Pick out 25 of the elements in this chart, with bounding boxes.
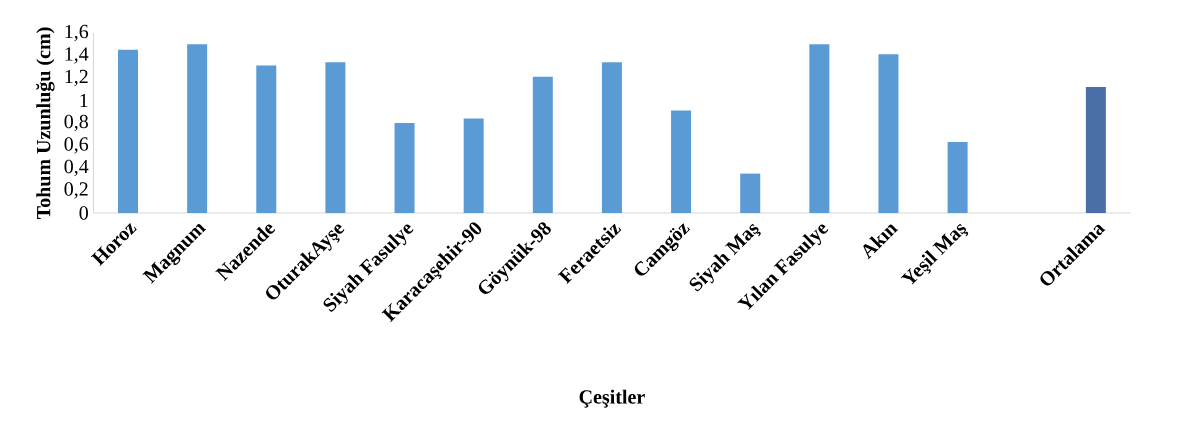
bar: [601, 62, 622, 213]
y-tick-label: 0,4: [64, 159, 89, 177]
bar: [325, 62, 346, 213]
y-tick-label: 1,4: [65, 47, 89, 64]
y-tick-label: 1: [80, 93, 88, 108]
bar: [947, 142, 968, 213]
bar: [809, 44, 830, 213]
bar: [671, 110, 692, 213]
y-tick-label: 0,2: [64, 182, 88, 199]
bar: [394, 122, 415, 213]
bar: [187, 44, 208, 213]
y-tick-label: 0,8: [64, 114, 88, 132]
bar: [532, 76, 553, 213]
bar: [878, 54, 899, 213]
bar: [740, 173, 761, 213]
y-tick-label: 0,6: [64, 137, 89, 154]
x-axis-title: Çeşitler: [579, 389, 645, 408]
bar: [1085, 86, 1106, 213]
bar: [118, 49, 139, 213]
bar: [256, 65, 277, 213]
y-tick-label: 0: [79, 206, 88, 220]
y-tick-label: 1,6: [65, 24, 89, 42]
y-axis-title: Tohum Uzunluğu (cm): [36, 27, 55, 219]
bar: [463, 118, 484, 213]
y-tick-label: 1,2: [65, 69, 88, 87]
